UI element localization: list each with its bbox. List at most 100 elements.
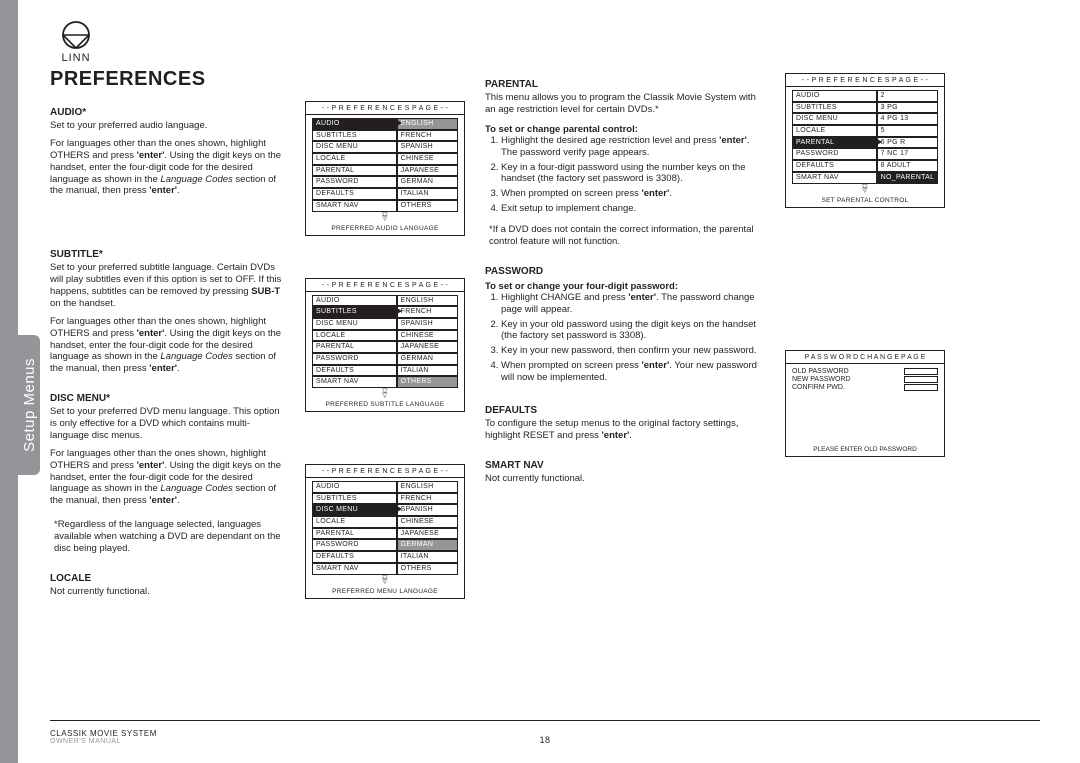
menu-item-left: SUBTITLES — [792, 102, 877, 114]
menu-item-right: JAPANESE — [397, 528, 458, 540]
menu-item-left: PASSWORD — [792, 148, 877, 160]
menu-item-left: SMART NAV — [312, 376, 397, 388]
menu-item-left: DISC MENU — [312, 504, 397, 516]
subtitle-heading: SUBTITLE* — [50, 249, 285, 260]
menu-item-left: AUDIO — [792, 90, 877, 102]
menu-item-right: 5 — [877, 125, 938, 137]
menu-audio: - - P R E F E R E N C E S P A G E - - AU… — [305, 101, 465, 236]
password-steps: Highlight CHANGE and press 'enter'. The … — [485, 292, 765, 387]
menu-item-left: DISC MENU — [312, 141, 397, 153]
side-tab: Setup Menus — [18, 335, 40, 475]
pw-field — [904, 376, 938, 383]
menu-item-right: CHINESE — [397, 516, 458, 528]
discmenu-note: *Regardless of the language selected, la… — [50, 519, 285, 555]
menu-item-right: GERMAN — [397, 539, 458, 551]
menu-item-right: ITALIAN — [397, 365, 458, 377]
menu-item-left: AUDIO — [312, 481, 397, 493]
defaults-p1: To configure the setup menus to the orig… — [485, 418, 765, 442]
menu-item-right: ENGLISH — [397, 481, 458, 493]
menu-item-right: JAPANESE — [397, 341, 458, 353]
discmenu-p1: Set to your preferred DVD menu language.… — [50, 406, 285, 442]
menu-item-left: PARENTAL — [312, 165, 397, 177]
linn-logo-icon — [61, 20, 91, 50]
subtitle-p1: Set to your preferred subtitle language.… — [50, 262, 285, 310]
menu-item-right: 2 — [877, 90, 938, 102]
page-footer: CLASSIK MOVIE SYSTEM OWNER'S MANUAL 18 — [50, 729, 1040, 745]
menu-item-left: DEFAULTS — [312, 365, 397, 377]
menu-item-right: ITALIAN — [397, 551, 458, 563]
page-number: 18 — [539, 735, 550, 745]
pw-field — [904, 384, 938, 391]
menu-item-right: SPANISH — [397, 504, 458, 516]
menu-subtitle: - - P R E F E R E N C E S P A G E - - AU… — [305, 278, 465, 413]
parental-note: *If a DVD does not contain the correct i… — [485, 224, 765, 248]
menu-item-left: PARENTAL — [312, 341, 397, 353]
audio-p2: For languages other than the ones shown,… — [50, 138, 285, 197]
columns: AUDIO* Set to your preferred audio langu… — [50, 101, 1052, 743]
menu-item-right: 6 PG R — [877, 137, 938, 149]
column-right-figs: - - P R E F E R E N C E S P A G E - - AU… — [785, 73, 955, 743]
parental-sub: To set or change parental control: — [485, 124, 765, 135]
menu-item-right: ITALIAN — [397, 188, 458, 200]
menu-item-left: DEFAULTS — [312, 188, 397, 200]
menu-item-left: DISC MENU — [792, 113, 877, 125]
menu-item-right: 4 PG 13 — [877, 113, 938, 125]
footer-rule — [50, 720, 1040, 721]
locale-heading: LOCALE — [50, 573, 285, 584]
password-sub: To set or change your four-digit passwor… — [485, 281, 765, 292]
menu-discmenu: - - P R E F E R E N C E S P A G E - - AU… — [305, 464, 465, 599]
side-stripe — [0, 0, 18, 763]
menu-item-right: 3 PG — [877, 102, 938, 114]
menu-item-left: SUBTITLES — [312, 306, 397, 318]
menu-item-left: DISC MENU — [312, 318, 397, 330]
pw-row-label: CONFIRM PWD. — [792, 384, 904, 391]
menu-item-right: FRENCH — [397, 493, 458, 505]
menu-item-left: LOCALE — [792, 125, 877, 137]
menu-item-left: LOCALE — [312, 153, 397, 165]
column-menu-figs: - - P R E F E R E N C E S P A G E - - AU… — [305, 101, 465, 743]
menu-item-right: OTHERS — [397, 200, 458, 212]
pw-row-label: OLD PASSWORD — [792, 368, 904, 375]
menu-item-left: AUDIO — [312, 118, 397, 130]
pw-box-footer: PLEASE ENTER OLD PASSWORD — [786, 444, 944, 456]
menu-item-right: OTHERS — [397, 376, 458, 388]
menu-item-right: NO_PARENTAL — [877, 172, 938, 184]
pw-box-title: P A S S W O R D C H A N G E P A G E — [786, 351, 944, 364]
menu-item-right: 8 ADULT — [877, 160, 938, 172]
menu-item-right: SPANISH — [397, 141, 458, 153]
smartnav-p1: Not currently functional. — [485, 473, 765, 485]
column-right-text: PARENTAL This menu allows you to program… — [485, 73, 765, 743]
pw-row-label: NEW PASSWORD — [792, 376, 904, 383]
audio-heading: AUDIO* — [50, 107, 285, 118]
parental-steps: Highlight the desired age restriction le… — [485, 135, 765, 218]
parental-heading: PARENTAL — [485, 79, 765, 90]
subtitle-p2: For languages other than the ones shown,… — [50, 316, 285, 375]
brand-name: LINN — [61, 52, 90, 64]
menu-item-right: CHINESE — [397, 153, 458, 165]
menu-item-left: SUBTITLES — [312, 493, 397, 505]
smartnav-heading: SMART NAV — [485, 460, 765, 471]
brand-logo: LINN — [50, 20, 102, 64]
menu-item-left: PASSWORD — [312, 353, 397, 365]
locale-p1: Not currently functional. — [50, 586, 285, 598]
password-heading: PASSWORD — [485, 266, 765, 277]
menu-item-left: SMART NAV — [312, 200, 397, 212]
menu-item-left: PASSWORD — [312, 176, 397, 188]
menu-item-right: SPANISH — [397, 318, 458, 330]
menu-item-right: FRENCH — [397, 306, 458, 318]
menu-item-right: OTHERS — [397, 563, 458, 575]
menu-parental: - - P R E F E R E N C E S P A G E - - AU… — [785, 73, 945, 208]
menu-item-right: GERMAN — [397, 176, 458, 188]
discmenu-heading: DISC MENU* — [50, 393, 285, 404]
discmenu-p2: For languages other than the ones shown,… — [50, 448, 285, 507]
audio-p1: Set to your preferred audio language. — [50, 120, 285, 132]
menu-item-left: AUDIO — [312, 295, 397, 307]
side-tab-label: Setup Menus — [21, 358, 38, 452]
menu-item-left: LOCALE — [312, 330, 397, 342]
menu-item-left: SMART NAV — [312, 563, 397, 575]
footer-sub: OWNER'S MANUAL — [50, 738, 157, 745]
menu-item-left: DEFAULTS — [312, 551, 397, 563]
pw-field — [904, 368, 938, 375]
menu-item-left: PARENTAL — [792, 137, 877, 149]
page-content: LINN PREFERENCES AUDIO* Set to your pref… — [50, 20, 1052, 743]
